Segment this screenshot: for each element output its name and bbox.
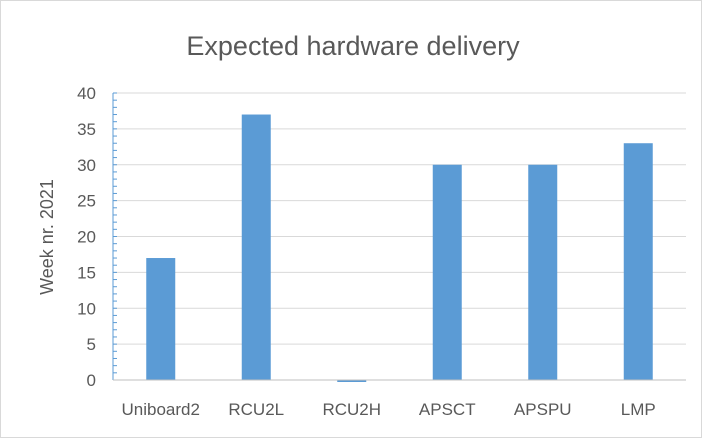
- bar-apsct: [432, 164, 462, 380]
- bars: [146, 114, 653, 382]
- x-tick-label-lmp: LMP: [621, 400, 656, 419]
- chart-title: Expected hardware delivery: [186, 31, 520, 61]
- bar-rcu2h: [337, 380, 367, 382]
- x-tick-label-rcu2l: RCU2L: [228, 400, 284, 419]
- x-tick-label-rcu2h: RCU2H: [322, 400, 381, 419]
- x-tick-label-apspu: APSPU: [514, 400, 572, 419]
- bar-uniboard2: [146, 258, 176, 380]
- y-tick-label-25: 25: [77, 192, 96, 211]
- bar-rcu2l: [241, 114, 271, 381]
- y-axis-title: Week nr. 2021: [37, 179, 57, 295]
- x-tick-label-apsct: APSCT: [419, 400, 476, 419]
- x-axis: Uniboard2 RCU2L RCU2H APSCT APSPU LMP: [113, 379, 686, 419]
- x-tick-label-uniboard2: Uniboard2: [122, 400, 200, 419]
- y-tick-label-10: 10: [77, 299, 96, 318]
- bar-lmp: [623, 143, 653, 380]
- y-tick-label-35: 35: [77, 120, 96, 139]
- y-axis: 0 5 10 15 20 25 30 35 40: [77, 84, 117, 390]
- bar-apspu: [528, 164, 558, 380]
- y-tick-label-0: 0: [87, 371, 96, 390]
- gridlines: [113, 92, 686, 345]
- y-tick-label-20: 20: [77, 228, 96, 247]
- y-tick-label-15: 15: [77, 263, 96, 282]
- y-tick-label-40: 40: [77, 84, 96, 103]
- y-tick-label-5: 5: [87, 335, 96, 354]
- y-tick-label-30: 30: [77, 156, 96, 175]
